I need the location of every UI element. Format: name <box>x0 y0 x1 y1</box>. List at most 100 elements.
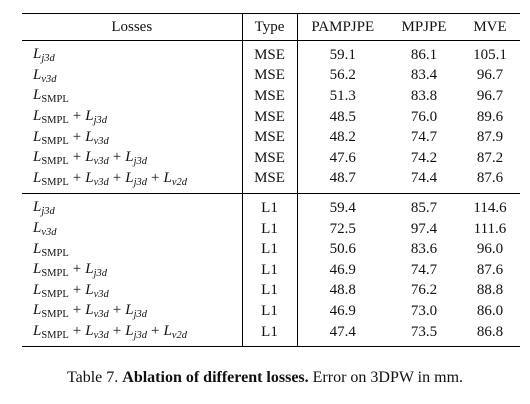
loss-subscript: j3d <box>93 115 108 127</box>
loss-subscript: j3d <box>41 53 55 65</box>
losses-table: Losses Type PAMPJPE MPJPE MVE Lj3d MSE 59.1 86.… <box>22 13 520 347</box>
table-row: LSMPL + Lv3d + Lj3d L1 46.9 73.0 86.0 <box>22 301 520 322</box>
loss-symbol: L <box>33 169 42 186</box>
type-cell: L1 <box>242 301 298 322</box>
loss-subscript: v3d <box>93 309 109 321</box>
value-cell: 96.0 <box>476 241 504 258</box>
value-cell: 85.7 <box>410 199 438 216</box>
value-cell: 97.4 <box>410 220 438 237</box>
value-cell: 89.6 <box>476 108 504 125</box>
loss-symbol: L <box>33 66 42 83</box>
loss-subscript: j3d <box>133 156 147 168</box>
table-row: Lv3d MSE 56.2 83.4 96.7 <box>22 65 520 87</box>
loss-symbol: L <box>33 302 42 319</box>
table-row: LSMPL + Lj3d MSE 48.5 76.0 89.6 <box>22 106 520 128</box>
loss-subscript: v2d <box>171 330 187 342</box>
loss-subscript: SMPL <box>41 156 69 168</box>
value-cell: 96.7 <box>476 67 504 84</box>
value-cell: 48.5 <box>329 108 356 125</box>
loss-symbol: L <box>85 281 94 298</box>
value-cell: 73.5 <box>410 323 438 340</box>
loss-subscript: v3d <box>41 73 57 85</box>
type-cell: MSE <box>242 147 298 169</box>
loss-subscript: j3d <box>133 309 147 321</box>
loss-subscript: SMPL <box>41 330 69 342</box>
table-row: LSMPL + Lv3d MSE 48.2 74.7 87.9 <box>22 127 520 148</box>
loss-symbol: L <box>33 261 42 278</box>
loss-symbol: L <box>33 323 42 340</box>
table-row: LSMPL + Lv3d + Lj3d + Lv2d L1 47.4 73.5 86.8 <box>22 321 520 347</box>
table-row: Lj3d MSE 59.1 86.1 105.1 <box>22 40 520 66</box>
loss-subscript: SMPL <box>41 176 69 188</box>
value-cell: 72.5 <box>329 220 356 237</box>
table-section: Lj3d L1 59.4 85.7 114.6 Lv3d L1 72.5 97.4 111.6 LS… <box>22 193 520 347</box>
plus-sign: + <box>72 302 82 319</box>
loss-subscript: SMPL <box>41 268 69 280</box>
value-cell: 105.1 <box>473 46 507 63</box>
loss-subscript: v3d <box>93 288 109 300</box>
loss-cell: LSMPL + Lj3d <box>22 106 243 128</box>
value-cell: 87.2 <box>476 149 504 166</box>
plus-sign: + <box>151 323 160 340</box>
loss-subscript: j3d <box>133 330 147 342</box>
value-cell: 47.6 <box>329 149 356 166</box>
caption-bold: Ablation of different losses. <box>122 369 309 386</box>
column-header: Losses <box>22 13 243 41</box>
table-row: LSMPL L1 50.6 83.6 96.0 <box>22 239 520 260</box>
type-cell: MSE <box>242 168 298 194</box>
value-cell: 87.6 <box>476 170 504 187</box>
column-header: MVE <box>473 18 507 35</box>
plus-sign: + <box>151 169 160 186</box>
plus-sign: + <box>112 169 122 186</box>
loss-cell: LSMPL + Lv3d + Lj3d + Lv2d <box>22 168 243 194</box>
value-cell: 46.9 <box>329 302 356 319</box>
loss-cell: Lj3d <box>22 40 243 66</box>
value-cell: 88.8 <box>476 282 504 299</box>
value-cell: 86.0 <box>476 302 504 319</box>
loss-subscript: SMPL <box>41 115 69 127</box>
caption-text: Error on 3DPW in mm. <box>312 369 464 386</box>
value-cell: 87.6 <box>476 261 504 278</box>
loss-cell: Lj3d <box>22 193 243 219</box>
loss-symbol: L <box>33 240 42 257</box>
value-cell: 48.7 <box>329 170 356 187</box>
column-header: Type <box>242 13 298 41</box>
plus-sign: + <box>72 149 82 166</box>
loss-cell: LSMPL + Lj3d <box>22 259 243 281</box>
loss-symbol: L <box>85 261 94 278</box>
loss-subscript: v3d <box>93 176 109 188</box>
column-header: PAMPJPE <box>311 18 375 35</box>
plus-sign: + <box>72 169 82 186</box>
value-cell: 74.4 <box>410 170 438 187</box>
value-cell: 59.1 <box>329 46 356 63</box>
type-cell: L1 <box>242 259 298 281</box>
value-cell: 83.4 <box>410 67 438 84</box>
loss-cell: LSMPL + Lv3d + Lj3d + Lv2d <box>22 321 243 347</box>
type-cell: L1 <box>242 280 298 302</box>
table-header: Losses Type PAMPJPE MPJPE MVE <box>22 13 520 41</box>
table-row: LSMPL MSE 51.3 83.8 96.7 <box>22 86 520 107</box>
loss-cell: LSMPL + Lv3d + Lj3d <box>22 301 243 322</box>
type-cell: L1 <box>242 239 298 260</box>
value-cell: 87.9 <box>476 129 504 146</box>
column-header: MPJPE <box>401 18 447 35</box>
table-row: LSMPL + Lv3d + Lj3d MSE 47.6 74.2 87.2 <box>22 147 520 169</box>
loss-subscript: SMPL <box>41 247 69 259</box>
value-cell: 48.2 <box>329 129 356 146</box>
table-row: LSMPL + Lv3d + Lj3d + Lv2d MSE 48.7 74.4 87.6 <box>22 168 520 194</box>
loss-symbol: L <box>33 87 42 104</box>
loss-subscript: v2d <box>171 176 187 188</box>
loss-subscript: SMPL <box>41 309 69 321</box>
loss-symbol: L <box>33 199 42 216</box>
loss-cell: LSMPL + Lv3d <box>22 127 243 148</box>
table-row: LSMPL + Lj3d L1 46.9 74.7 87.6 <box>22 259 520 281</box>
value-cell: 59.4 <box>329 199 356 216</box>
loss-symbol: L <box>125 149 134 166</box>
table-row: Lv3d L1 72.5 97.4 111.6 <box>22 218 520 240</box>
value-cell: 73.0 <box>410 302 438 319</box>
loss-symbol: L <box>163 169 172 186</box>
value-cell: 74.7 <box>410 129 438 146</box>
value-cell: 76.0 <box>410 108 438 125</box>
loss-symbol: L <box>33 128 42 145</box>
